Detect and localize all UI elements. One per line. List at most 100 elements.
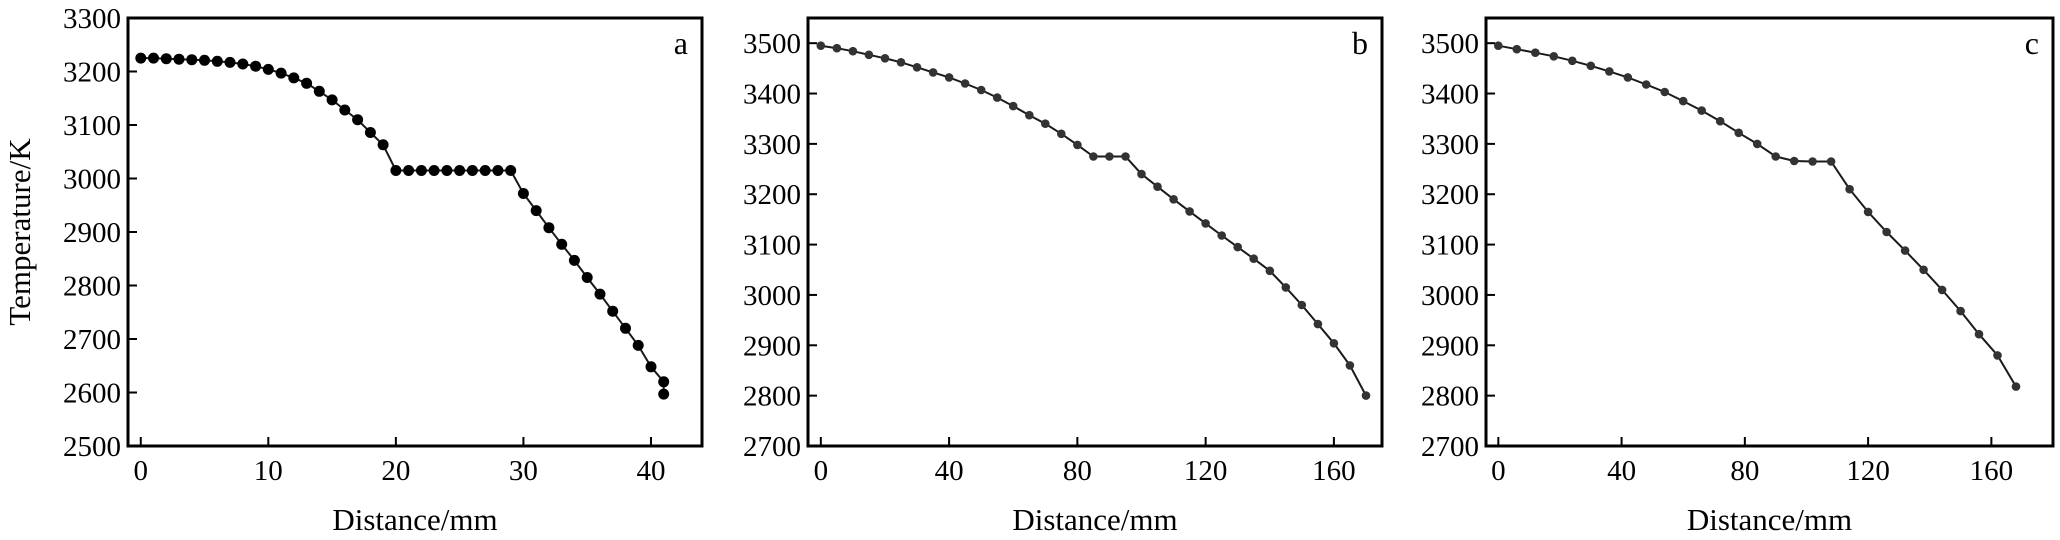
data-point bbox=[1568, 56, 1577, 66]
data-point bbox=[1329, 339, 1339, 348]
x-tick-label: 10 bbox=[254, 455, 283, 487]
y-tick-label: 2700 bbox=[743, 431, 801, 463]
y-tick-label: 3000 bbox=[63, 164, 121, 196]
data-point bbox=[505, 165, 517, 176]
data-point bbox=[864, 50, 874, 60]
data-point bbox=[1882, 227, 1891, 237]
data-point bbox=[658, 376, 670, 388]
data-point bbox=[581, 272, 593, 283]
y-tick-label: 3000 bbox=[743, 280, 801, 312]
data-point bbox=[2011, 382, 2021, 391]
x-tick-label: 80 bbox=[1730, 455, 1759, 487]
y-tick-label: 2800 bbox=[1421, 381, 1479, 413]
y-tick-label: 3100 bbox=[63, 110, 121, 142]
data-point bbox=[658, 388, 670, 400]
data-point bbox=[479, 165, 491, 176]
y-tick-label: 2800 bbox=[743, 381, 801, 413]
x-tick-label: 40 bbox=[935, 455, 964, 487]
data-point bbox=[1734, 128, 1743, 138]
y-tick-label: 3300 bbox=[63, 3, 121, 35]
x-tick-label: 120 bbox=[1846, 455, 1890, 487]
x-axis-label: Distance/mm bbox=[332, 502, 497, 537]
data-point bbox=[1137, 169, 1146, 179]
data-point bbox=[1993, 351, 2002, 360]
data-point bbox=[1752, 139, 1762, 149]
data-point bbox=[224, 56, 236, 68]
plot-frame bbox=[806, 16, 1384, 448]
data-point bbox=[454, 165, 466, 176]
x-tick-label: 40 bbox=[1607, 455, 1636, 487]
data-point bbox=[1697, 106, 1706, 115]
data-point bbox=[1771, 152, 1780, 161]
data-point bbox=[816, 41, 826, 50]
data-point bbox=[517, 188, 529, 199]
data-point bbox=[620, 322, 631, 334]
data-point bbox=[1715, 116, 1725, 126]
chart-panel-b: 2700 2800 2900 3000 3100 3200 3300 3400 3500 0 40 8… bbox=[743, 16, 1384, 537]
data-point bbox=[377, 139, 389, 151]
data-point bbox=[135, 52, 147, 64]
data-point bbox=[1265, 266, 1275, 276]
data-point bbox=[607, 305, 619, 317]
data-point bbox=[976, 85, 986, 95]
data-point bbox=[1623, 73, 1633, 82]
data-point bbox=[1956, 306, 1965, 316]
y-tick-label: 3400 bbox=[1421, 79, 1479, 111]
y-tick-label: 2700 bbox=[63, 324, 121, 356]
data-point bbox=[568, 254, 580, 266]
data-point bbox=[1826, 157, 1836, 166]
data-point bbox=[1549, 52, 1559, 61]
data-point bbox=[313, 85, 325, 97]
data-point bbox=[364, 127, 376, 138]
y-tick-label: 2900 bbox=[1421, 330, 1479, 362]
data-point bbox=[632, 339, 644, 351]
data-point bbox=[1345, 361, 1355, 370]
data-point bbox=[441, 165, 453, 176]
y-tick-label: 3400 bbox=[743, 79, 801, 111]
data-point bbox=[415, 165, 427, 176]
y-tick-label: 3100 bbox=[743, 230, 801, 262]
plot-frame bbox=[126, 16, 704, 448]
y-tick-label: 3200 bbox=[1421, 179, 1479, 211]
data-point bbox=[1201, 219, 1210, 228]
x-axis-label: Distance/mm bbox=[1687, 502, 1852, 537]
data-point bbox=[186, 54, 198, 66]
data-point bbox=[832, 43, 842, 53]
figure-y-axis-label: Temperature/K bbox=[2, 138, 37, 326]
data-point bbox=[1233, 242, 1242, 252]
data-point bbox=[896, 58, 906, 67]
data-point bbox=[301, 77, 313, 89]
y-tick-label: 3200 bbox=[743, 179, 801, 211]
data-point bbox=[1089, 152, 1098, 161]
x-tick-label: 0 bbox=[134, 455, 149, 487]
y-tick-label: 2500 bbox=[63, 431, 121, 463]
data-point bbox=[275, 67, 287, 79]
x-tick-label: 80 bbox=[1063, 455, 1092, 487]
x-tick-label: 160 bbox=[1312, 455, 1356, 487]
x-tick-label: 20 bbox=[381, 455, 410, 487]
data-point bbox=[1641, 80, 1651, 89]
data-point bbox=[1105, 152, 1114, 161]
y-tick-label: 3500 bbox=[743, 28, 801, 60]
data-point bbox=[428, 165, 440, 176]
data-point bbox=[1297, 300, 1307, 310]
x-tick-label: 40 bbox=[636, 455, 665, 487]
data-point bbox=[1057, 129, 1066, 139]
data-point bbox=[848, 46, 858, 56]
data-point bbox=[288, 72, 300, 84]
x-tick-label: 0 bbox=[814, 455, 829, 487]
panel-label: a bbox=[674, 25, 688, 61]
data-point bbox=[1249, 254, 1258, 263]
data-point bbox=[1281, 283, 1291, 292]
data-point bbox=[928, 68, 938, 77]
data-point bbox=[237, 58, 249, 70]
data-point bbox=[1900, 246, 1910, 255]
data-point bbox=[492, 165, 504, 176]
data-point bbox=[1361, 391, 1371, 400]
data-point bbox=[1169, 195, 1178, 204]
data-point bbox=[352, 114, 364, 126]
y-tick-label: 2900 bbox=[63, 217, 121, 249]
y-tick-label: 2800 bbox=[63, 271, 121, 303]
data-point bbox=[645, 361, 657, 373]
data-point bbox=[1073, 140, 1082, 150]
